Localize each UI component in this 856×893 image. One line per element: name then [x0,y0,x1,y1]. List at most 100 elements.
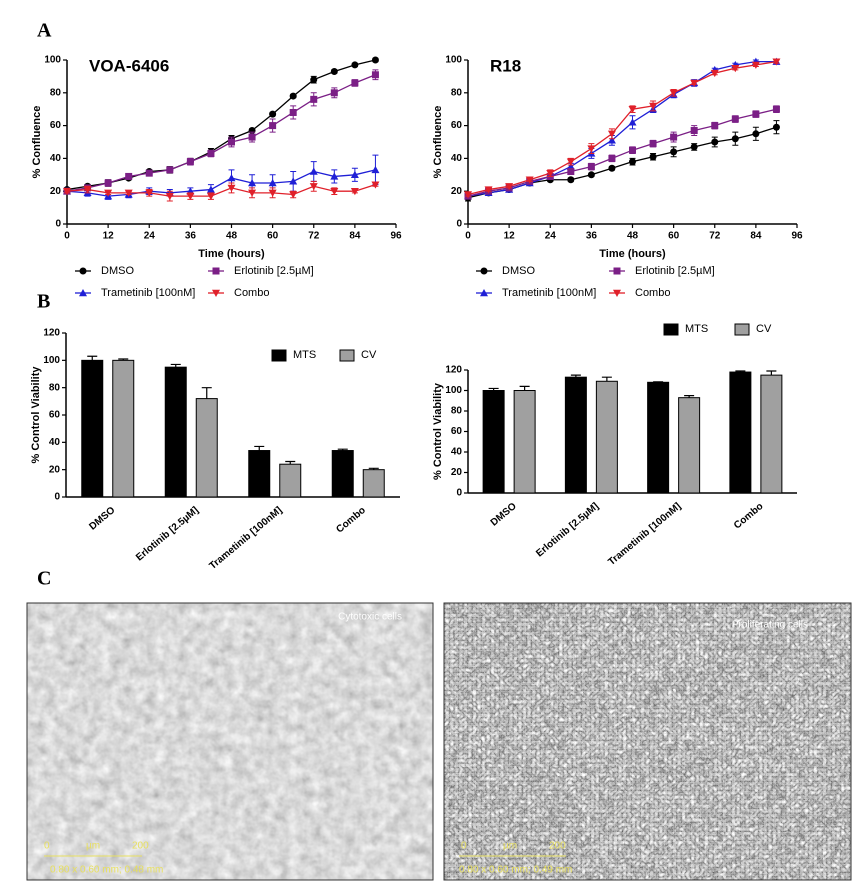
marker [751,61,760,69]
chart-title: R18 [490,56,521,75]
series [465,59,780,199]
legend-swatch [663,323,679,336]
marker [104,189,113,197]
scale-end: 200 [549,841,566,852]
marker [104,179,112,187]
scale-start: 0 [461,841,467,852]
series-line [467,126,777,199]
error-bar [254,445,265,451]
error-bar [87,355,98,361]
image-info: 0.80 x 0.60 mm; 0.48 mm [50,865,163,876]
x-tick-label: DMSO [489,501,519,529]
scale-unit: µm [86,841,100,852]
marker [289,92,297,100]
marker [752,110,760,118]
y-tick-label: 20 [50,186,62,197]
marker [289,191,298,199]
marker [711,138,719,146]
bar [164,366,187,498]
bar [647,381,670,494]
bar [482,390,505,494]
bar [81,359,104,498]
error-bar [201,387,212,399]
marker [752,130,760,138]
x-tick-label: 60 [267,231,279,242]
marker [145,169,153,177]
marker [227,184,236,192]
marker [309,167,318,175]
x-tick-label: 84 [750,231,762,242]
error-bar [766,370,777,376]
error-bar [368,467,379,470]
marker [587,171,595,179]
x-tick-label: Combo [334,505,367,536]
series-line [66,169,376,197]
legend-label: MTS [685,323,708,335]
marker [371,56,379,64]
x-tick-label: 24 [144,231,156,242]
bar [678,397,701,494]
marker [710,69,719,78]
bar [729,371,752,494]
x-tick-label: 60 [668,231,680,242]
marker [186,192,195,201]
image-texture [27,603,433,880]
marker [649,140,657,148]
x-tick-label: 0 [465,231,471,242]
marker [63,188,71,196]
marker [269,122,277,130]
bar [279,463,302,498]
y-tick-label: 80 [451,87,463,98]
marker [248,133,256,141]
legend-swatch [339,349,355,362]
y-tick-label: 120 [445,365,462,376]
x-tick-label: 24 [545,231,557,242]
legend-marker [79,267,87,275]
series-line [66,184,376,197]
marker [371,181,380,189]
marker [371,71,379,79]
marker [350,170,359,178]
bar [362,469,385,498]
marker [310,95,318,103]
error-bar [570,374,581,378]
legend-label: CV [361,349,377,361]
marker [351,79,359,87]
y-axis-label: % Confluence [31,106,43,179]
series-line [66,74,376,192]
y-tick-label: 0 [55,219,61,230]
marker [228,138,235,146]
marker [248,189,257,197]
micrograph: Proliferating cells 0 µm 200 0.80 x 0.60… [443,602,852,881]
x-tick-label: 36 [185,231,197,242]
legend-label: Trametinib [100nM] [502,287,596,299]
error-bar [285,460,296,465]
marker [608,154,616,162]
legend-label: CV [756,323,772,335]
marker [125,172,133,180]
series-line [467,60,777,197]
y-tick-label: 40 [49,437,61,448]
x-tick-label: 96 [791,231,803,242]
y-tick-label: 100 [43,355,60,366]
marker [670,148,678,156]
marker [629,146,636,154]
marker [608,164,616,172]
marker [628,106,637,114]
y-tick-label: 60 [451,120,463,131]
y-axis-label: % Confluence [432,106,444,179]
series-line [467,60,777,196]
marker [83,186,92,194]
y-tick-label: 20 [451,467,463,478]
marker [310,76,318,84]
y-tick-label: 0 [456,488,462,499]
marker [165,192,174,201]
y-tick-label: 100 [445,55,462,66]
legend-label: Combo [234,287,269,299]
series-line [66,59,376,191]
y-axis-label: % Control Viability [30,366,42,464]
marker [206,192,215,201]
error-bar [519,385,530,391]
marker [670,133,678,141]
bar [760,374,783,494]
